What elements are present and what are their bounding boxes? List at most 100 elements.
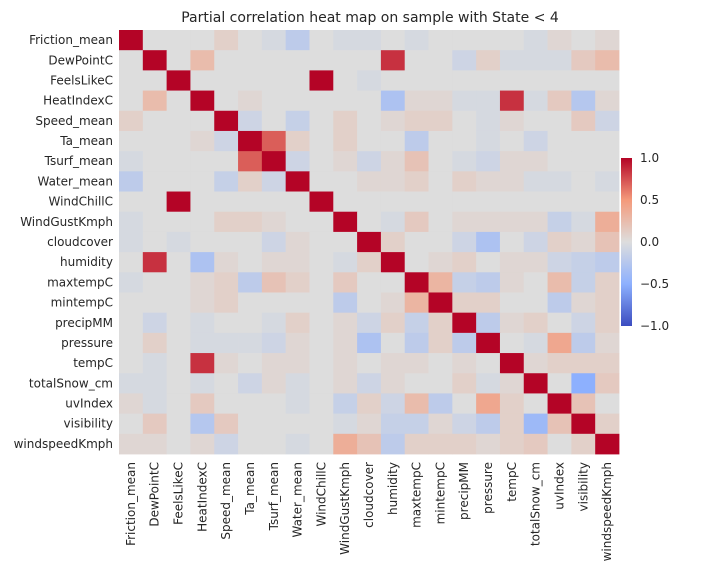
heatmap-cell bbox=[333, 110, 358, 132]
heatmap-cell bbox=[119, 353, 144, 374]
heatmap-cell bbox=[119, 312, 144, 334]
heatmap-cell bbox=[214, 30, 239, 51]
heatmap-cell bbox=[547, 433, 572, 455]
heatmap-cell bbox=[404, 50, 429, 71]
heatmap-cell bbox=[357, 433, 382, 455]
heatmap-cell bbox=[261, 433, 287, 455]
heatmap-cell bbox=[142, 211, 168, 233]
heatmap-cell bbox=[214, 50, 239, 71]
heatmap-cell bbox=[285, 373, 310, 394]
column-label: pressure bbox=[481, 462, 495, 514]
heatmap-cell bbox=[333, 393, 358, 415]
heatmap-cell bbox=[190, 413, 215, 435]
column-label: HeatIndexC bbox=[195, 462, 209, 532]
heatmap-cell bbox=[476, 191, 501, 213]
heatmap-cell bbox=[190, 211, 215, 233]
heatmap-cell bbox=[452, 312, 477, 334]
heatmap-cell bbox=[428, 130, 453, 152]
heatmap-cell bbox=[547, 171, 572, 192]
heatmap-cell bbox=[333, 151, 358, 172]
column-label: maxtempC bbox=[410, 462, 424, 528]
heatmap-cell bbox=[142, 50, 168, 71]
heatmap-cell bbox=[547, 151, 572, 172]
column-label: WindGustKmph bbox=[338, 462, 352, 555]
heatmap-cell bbox=[404, 373, 429, 394]
heatmap-cell bbox=[142, 353, 168, 374]
heatmap-cell bbox=[309, 413, 334, 435]
heatmap-cell bbox=[595, 70, 620, 91]
heatmap-cell bbox=[142, 90, 168, 112]
heatmap-cell bbox=[261, 373, 287, 394]
heatmap-cell bbox=[166, 191, 191, 213]
heatmap-cell bbox=[452, 130, 477, 152]
heatmap-cell bbox=[238, 292, 263, 314]
heatmap-cell bbox=[261, 393, 287, 415]
heatmap-cell bbox=[214, 231, 239, 253]
column-label: DewPointC bbox=[148, 462, 162, 527]
column-label: mintempC bbox=[433, 462, 447, 524]
heatmap-cell bbox=[333, 30, 358, 51]
row-label: Ta_mean bbox=[59, 134, 113, 148]
heatmap-cell bbox=[428, 292, 453, 314]
heatmap-cell bbox=[142, 151, 168, 172]
column-label: cloudcover bbox=[362, 462, 376, 528]
heatmap-cell bbox=[428, 110, 453, 132]
heatmap-cell bbox=[238, 90, 263, 112]
heatmap-cell bbox=[547, 211, 572, 233]
heatmap-cell bbox=[142, 30, 168, 51]
heatmap-cell bbox=[333, 292, 358, 314]
heatmap-cell bbox=[476, 292, 501, 314]
heatmap-cell bbox=[523, 332, 548, 354]
heatmap-cell bbox=[285, 312, 310, 334]
heatmap-cell bbox=[357, 353, 382, 374]
heatmap-cell bbox=[166, 252, 191, 273]
heatmap-cell bbox=[190, 312, 215, 334]
row-labels: Friction_mean DewPointC FeelsLikeC HeatInde… bbox=[14, 33, 113, 451]
heatmap-cell bbox=[404, 30, 429, 51]
heatmap-cell bbox=[190, 332, 215, 354]
heatmap-cell bbox=[214, 110, 239, 132]
heatmap-cell bbox=[547, 393, 572, 415]
heatmap-cell bbox=[357, 211, 382, 233]
heatmap-cell bbox=[523, 130, 548, 152]
heatmap-cell bbox=[523, 70, 548, 91]
heatmap-cell bbox=[523, 393, 548, 415]
heatmap-cell bbox=[523, 413, 548, 435]
row-label: Water_mean bbox=[37, 174, 113, 188]
heatmap-cell bbox=[571, 30, 596, 51]
heatmap-cell bbox=[380, 252, 406, 273]
heatmap-cell bbox=[523, 90, 548, 112]
heatmap-cell bbox=[476, 211, 501, 233]
heatmap-cell bbox=[428, 393, 453, 415]
heatmap-cell bbox=[404, 252, 429, 273]
heatmap-cell bbox=[380, 151, 406, 172]
heatmap-cell bbox=[214, 353, 239, 374]
heatmap-cell bbox=[214, 252, 239, 273]
heatmap-cell bbox=[571, 393, 596, 415]
heatmap-cell bbox=[285, 50, 310, 71]
heatmap-cell bbox=[333, 272, 358, 293]
heatmap-cell bbox=[428, 211, 453, 233]
heatmap-cell bbox=[452, 373, 477, 394]
column-label: Friction_mean bbox=[124, 462, 138, 546]
heatmap-cell bbox=[380, 30, 406, 51]
heatmap-cell bbox=[119, 413, 144, 435]
heatmap-cell bbox=[119, 110, 144, 132]
heatmap-cell bbox=[571, 110, 596, 132]
heatmap-cell bbox=[476, 353, 501, 374]
row-label: Tsurf_mean bbox=[44, 154, 113, 168]
heatmap-cell bbox=[428, 231, 453, 253]
heatmap-cell bbox=[571, 252, 596, 273]
heatmap-cell bbox=[595, 30, 620, 51]
heatmap-cell bbox=[476, 110, 501, 132]
heatmap-cell bbox=[380, 50, 406, 71]
heatmap-cell bbox=[166, 110, 191, 132]
heatmap-cell bbox=[333, 252, 358, 273]
heatmap-cell bbox=[285, 70, 310, 91]
heatmap-cell bbox=[309, 252, 334, 273]
heatmap-cell bbox=[333, 312, 358, 334]
heatmap-cell bbox=[595, 90, 620, 112]
heatmap-cell bbox=[547, 272, 572, 293]
heatmap-cell bbox=[357, 191, 382, 213]
heatmap-cell bbox=[285, 211, 310, 233]
